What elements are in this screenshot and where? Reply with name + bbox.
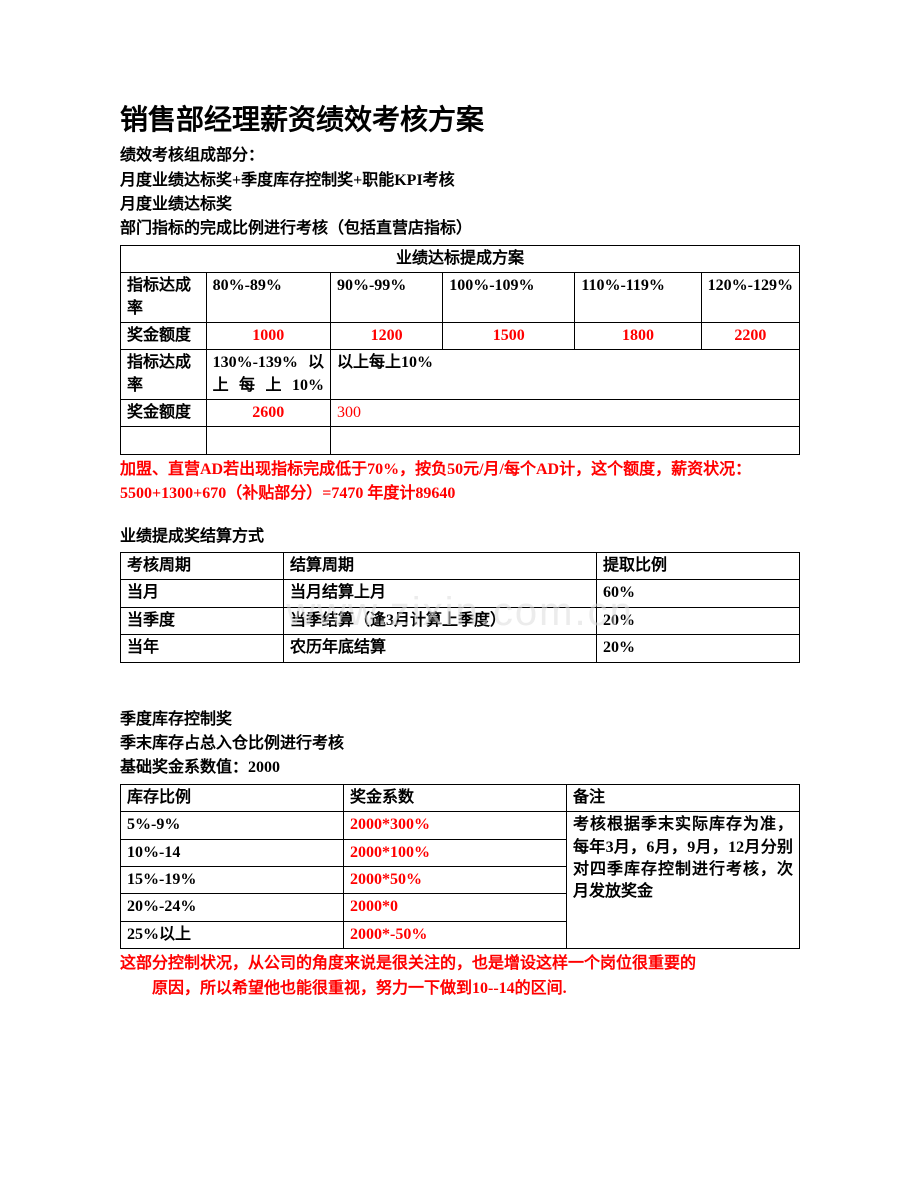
table2-header: 考核周期 [121,553,284,580]
table3-cell: 2000*100% [344,839,567,866]
table2-cell: 农历年底结算 [284,635,597,662]
table1-row1-label: 指标达成率 [121,273,207,323]
section3-line3: 基础奖金系数值：2000 [120,757,800,779]
table2-cell: 20% [597,635,800,662]
table3-cell: 5%-9% [121,812,344,839]
table1-empty [330,427,799,454]
note2-line1: 这部分控制状况，从公司的角度来说是很关注的，也是增设这样一个岗位很重要的 [120,953,800,975]
table3-cell: 2000*0 [344,894,567,921]
table1-cell: 300 [330,400,799,427]
table1-cell: 120%-129% [701,273,799,323]
table2-cell: 60% [597,580,800,607]
table3-header: 备注 [567,784,800,811]
table1-cell: 2600 [206,400,330,427]
table3-header: 奖金系数 [344,784,567,811]
table2-cell: 当月 [121,580,284,607]
table1-row4-label: 奖金额度 [121,400,207,427]
table1-header: 业绩达标提成方案 [121,245,800,272]
table1-empty [121,427,207,454]
table3-cell: 15%-19% [121,866,344,893]
note1-line1: 加盟、直营AD若出现指标完成低于70%，按负50元/月/每个AD计，这个额度，薪… [120,459,800,481]
table-2: 考核周期 结算周期 提取比例 当月 当月结算上月 60% 当季度 当季结算（逢3… [120,552,800,663]
table1-cell: 110%-119% [575,273,701,323]
table3-header: 库存比例 [121,784,344,811]
table1-cell: 100%-109% [443,273,575,323]
table1-cell: 1800 [575,322,701,349]
table1-cell: 1000 [206,322,330,349]
table-3: 库存比例 奖金系数 备注 5%-9% 2000*300% 考核根据季末实际库存为… [120,784,800,949]
doc-title: 销售部经理薪资绩效考核方案 [120,100,800,139]
table2-cell: 20% [597,607,800,634]
table2-header: 提取比例 [597,553,800,580]
note2-line2: 原因，所以希望他也能很重视，努力一下做到10--14的区间. [120,978,800,1000]
intro-line-4: 部门指标的完成比例进行考核（包括直营店指标） [120,218,800,240]
table3-cell: 10%-14 [121,839,344,866]
table1-cell: 130%-139%以上每上10% [206,350,330,400]
section2-title: 业绩提成奖结算方式 [120,526,800,548]
table1-cell: 80%-89% [206,273,330,323]
table2-cell: 当月结算上月 [284,580,597,607]
table1-cell: 2200 [701,322,799,349]
table3-cell: 25%以上 [121,921,344,948]
table1-cell: 1500 [443,322,575,349]
table3-cell: 2000*-50% [344,921,567,948]
table2-cell: 当年 [121,635,284,662]
table1-cell: 1200 [330,322,442,349]
table3-cell: 2000*300% [344,812,567,839]
table1-row2-label: 奖金额度 [121,322,207,349]
table2-cell: 当季结算（逢3月计算上季度） [284,607,597,634]
table1-row3-label: 指标达成率 [121,350,207,400]
table3-cell: 2000*50% [344,866,567,893]
intro-line-1: 绩效考核组成部分： [120,145,800,167]
section3-line2: 季末库存占总入仓比例进行考核 [120,733,800,755]
table1-cell: 以上每上10% [330,350,799,400]
table1-empty [206,427,330,454]
table2-cell: 当季度 [121,607,284,634]
table2-header: 结算周期 [284,553,597,580]
table3-note: 考核根据季末实际库存为准，每年3月，6月，9月，12月分别对四季库存控制进行考核… [567,812,800,949]
table-1: 业绩达标提成方案 指标达成率 80%-89% 90%-99% 100%-109%… [120,245,800,455]
note1-line2: 5500+1300+670（补贴部分）=7470 年度计89640 [120,483,800,505]
intro-line-2: 月度业绩达标奖+季度库存控制奖+职能KPI考核 [120,170,800,192]
table3-cell: 20%-24% [121,894,344,921]
intro-line-3: 月度业绩达标奖 [120,194,800,216]
section3-line1: 季度库存控制奖 [120,709,800,731]
table1-cell: 90%-99% [330,273,442,323]
